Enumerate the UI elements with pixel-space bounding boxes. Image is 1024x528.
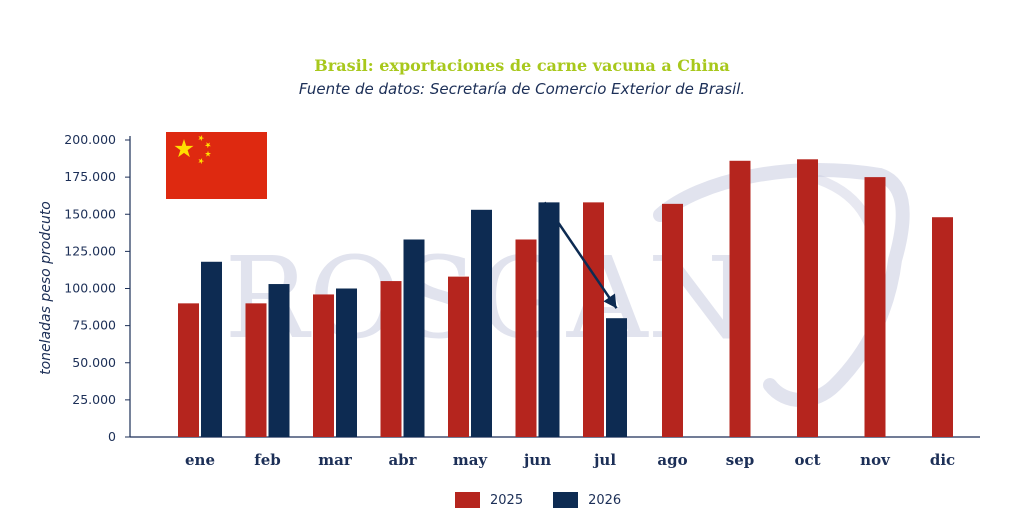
- y-axis-label: toneladas peso prodcuto: [38, 201, 54, 375]
- flag-field: [166, 132, 267, 199]
- bar-2025-ene: [178, 303, 199, 437]
- bar-2026-jul: [606, 318, 627, 437]
- bar-2025-mar: [313, 294, 334, 437]
- legend-item-2025: 2025: [455, 492, 523, 508]
- x-tick-label: jul: [592, 451, 616, 469]
- x-tick-label: dic: [930, 451, 955, 469]
- annotations: [543, 201, 618, 309]
- y-tick-label: 175.000: [64, 169, 116, 184]
- bar-2025-dic: [932, 217, 953, 437]
- bar-2026-feb: [268, 284, 290, 437]
- bar-2025-abr: [380, 281, 402, 437]
- bar-2025-jul: [583, 202, 604, 437]
- y-tick-label: 125.000: [64, 243, 116, 258]
- legend-swatch-2026: [553, 492, 579, 508]
- annotation-arrow-line: [543, 201, 618, 309]
- bar-2026-may: [471, 209, 492, 437]
- x-tick-label: feb: [254, 451, 280, 469]
- legend: 2025 2026: [455, 492, 641, 508]
- bar-2025-ago: [662, 203, 683, 437]
- bars: [178, 159, 953, 438]
- china-flag-icon: [166, 132, 267, 199]
- legend-item-2026: 2026: [553, 492, 621, 508]
- watermark-bull-outline: [653, 163, 910, 407]
- chart-subtitle: Fuente de datos: Secretaría de Comercio …: [298, 80, 746, 98]
- flag-star-small-2: [204, 142, 211, 149]
- bar-2026-jun: [538, 202, 560, 437]
- y-tick-label: 150.000: [64, 206, 116, 221]
- y-tick-label: 75.000: [72, 318, 116, 333]
- flag-star-small-4: [198, 157, 205, 165]
- bar-2026-abr: [403, 239, 425, 437]
- axes: 0 25.000 50.000 75.000 100.000 125.000 150.000…: [38, 132, 980, 469]
- bar-2025-may: [448, 276, 469, 437]
- x-tick-label: jun: [522, 451, 551, 469]
- x-tick-label: may: [453, 451, 489, 469]
- legend-label-2026: 2026: [588, 492, 622, 508]
- y-tick-label: 200.000: [64, 132, 116, 147]
- x-tick-label: oct: [794, 451, 820, 469]
- bar-2025-oct: [797, 159, 818, 437]
- x-tick-label: sep: [726, 451, 754, 469]
- x-tick-label: abr: [388, 451, 417, 469]
- x-tick-label: nov: [860, 451, 891, 469]
- y-tick-label: 100.000: [64, 281, 116, 296]
- flag-star-small-1: [198, 134, 205, 142]
- chart-title: Brasil: exportaciones de carne vacuna a …: [314, 56, 730, 75]
- x-tick-label: ago: [657, 451, 687, 469]
- legend-label-2025: 2025: [490, 492, 524, 508]
- annotation-arrow-head: [603, 293, 617, 309]
- bar-2026-ene: [201, 261, 222, 437]
- bar-2025-sep: [729, 160, 751, 438]
- bar-2025-feb: [245, 303, 267, 437]
- bar-2025-nov: [864, 177, 886, 437]
- bar-2026-mar: [336, 288, 357, 437]
- flag-star-small-3: [204, 150, 212, 157]
- x-tick-label: mar: [318, 451, 353, 469]
- x-tick-label: ene: [185, 451, 215, 469]
- y-tick-label: 50.000: [72, 355, 116, 370]
- y-tick-label: 25.000: [72, 392, 116, 407]
- y-tick-label: 0: [108, 429, 116, 444]
- bar-2025-jun: [515, 239, 537, 437]
- legend-swatch-2025: [455, 492, 480, 508]
- flag-star-large: [174, 139, 194, 158]
